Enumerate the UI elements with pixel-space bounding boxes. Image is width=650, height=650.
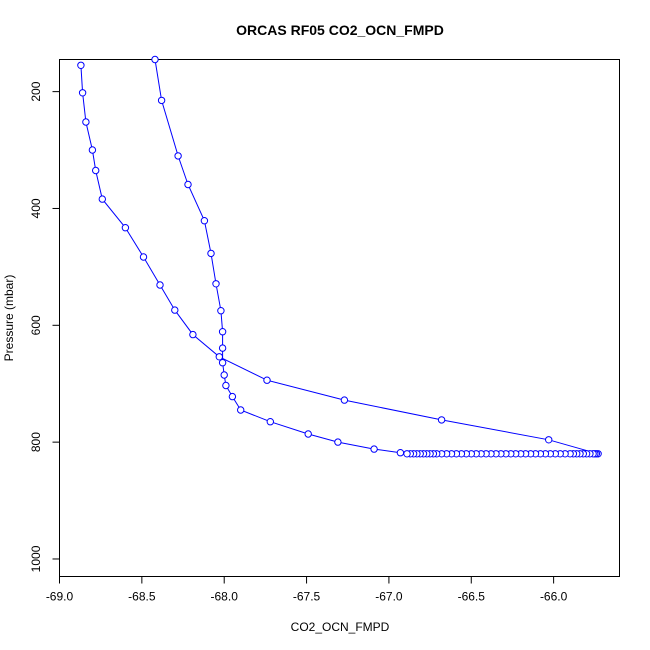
data-point [77,61,85,70]
x-tick-label: -68.0 [211,590,239,604]
data-point [237,406,245,414]
data-point [222,381,230,390]
data-point [396,449,405,457]
y-axis: 200 400 600 800 1000 [29,81,60,572]
y-tick-label: 600 [29,315,43,335]
data-point [139,253,148,261]
data-point [263,376,271,384]
data-point [151,55,159,64]
y-tick-label: 200 [29,81,43,101]
data-point [266,418,274,426]
data-point [215,353,224,361]
y-axis-label: Pressure (mbar) [2,275,16,362]
y-tick-label: 800 [29,432,43,452]
data-point [171,306,179,314]
data-point [334,438,342,446]
x-tick-label: -66.0 [540,590,568,604]
data-point [403,450,411,458]
series-group [77,55,602,458]
x-tick-label: -69.0 [46,590,74,604]
x-tick-label: -66.5 [458,590,486,604]
data-point [218,328,227,336]
x-axis: -69.0 -68.5 -68.0 -67.5 -67.0 -66.5 -66.0 [46,576,568,604]
x-tick-label: -68.5 [128,590,156,604]
data-point [174,152,182,160]
data-point [157,96,166,105]
data-point [218,344,227,352]
x-tick-label: -67.0 [375,590,403,604]
data-point [156,281,164,289]
data-point [228,392,237,401]
series-line [80,59,599,455]
data-point [217,307,225,315]
data-point [220,371,228,379]
data-point [212,280,220,288]
data-point [545,436,553,444]
data-point [121,224,130,232]
plot-area-frame [59,59,620,577]
data-point [437,416,446,424]
data-point [88,146,97,154]
data-point [218,359,227,367]
data-point [370,445,378,453]
x-axis-label: CO2_OCN_FMPD [291,620,390,634]
data-point [184,180,192,189]
data-point [92,166,100,175]
data-point [82,118,90,126]
data-point [98,195,107,203]
data-point [200,217,209,225]
data-point [189,330,197,339]
x-tick-label: -67.5 [293,590,321,604]
chart-title: ORCAS RF05 CO2_OCN_FMPD [236,22,444,38]
y-tick-label: 1000 [29,545,43,572]
data-point [304,430,312,438]
data-point [340,396,349,404]
data-point [78,89,87,97]
data-point [207,249,215,258]
y-tick-label: 400 [29,198,43,218]
